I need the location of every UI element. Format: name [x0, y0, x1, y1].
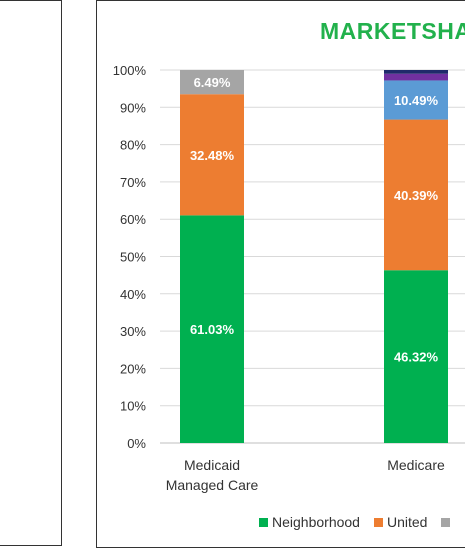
bar-segment	[384, 70, 448, 74]
data-label: 40.39%	[394, 188, 439, 203]
y-tick-label: 10%	[120, 399, 146, 414]
y-tick-label: 60%	[120, 212, 146, 227]
legend-swatch-partial	[441, 517, 451, 527]
y-tick-label: 90%	[120, 100, 146, 115]
y-tick-label: 100%	[113, 63, 147, 78]
legend-label-united: United	[386, 514, 428, 530]
data-label: 6.49%	[194, 75, 231, 90]
legend-swatch-united	[373, 517, 383, 527]
bar-segment	[384, 270, 448, 443]
y-tick-label: 20%	[120, 361, 146, 376]
adjacent-panel-frame	[0, 0, 62, 546]
legend-item-neighborhood: Neighborhood	[259, 514, 360, 530]
data-label: 10.49%	[394, 93, 439, 108]
bar-segment	[180, 70, 244, 95]
legend-label-neighborhood: Neighborhood	[272, 514, 360, 530]
legend-item-united: United	[373, 514, 428, 530]
y-tick-label: 30%	[120, 324, 146, 339]
data-label: 32.48%	[190, 148, 235, 163]
bar-segment	[384, 80, 448, 120]
bar-segment	[384, 73, 448, 81]
y-tick-label: 70%	[120, 175, 146, 190]
chart-panel	[96, 0, 465, 548]
x-category-label: Managed Care	[166, 477, 259, 493]
y-tick-label: 40%	[120, 287, 146, 302]
y-tick-label: 80%	[120, 138, 146, 153]
y-tick-label: 50%	[120, 250, 146, 265]
bar-segment	[384, 119, 448, 271]
data-label: 46.32%	[394, 350, 439, 365]
legend-item-partial	[441, 514, 451, 530]
bar-segment	[180, 94, 244, 216]
bar-segment	[180, 215, 244, 443]
x-category-label: Medicaid	[184, 457, 240, 473]
legend-swatch-neighborhood	[259, 517, 268, 527]
legend: Neighborhood United	[259, 514, 451, 530]
data-label: 61.03%	[190, 322, 235, 337]
y-tick-label: 0%	[127, 436, 146, 451]
chart-title: MARKETSHA	[320, 18, 465, 44]
x-category-label: Medicare	[387, 457, 445, 473]
